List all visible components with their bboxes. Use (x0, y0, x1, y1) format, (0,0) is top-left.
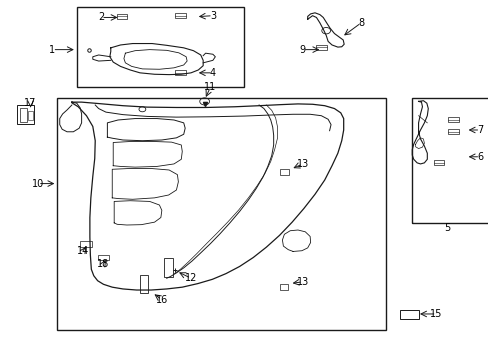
Text: 7: 7 (476, 125, 483, 135)
Bar (433, 160, 444, 165)
Bar (57, 98, 385, 330)
Text: 13: 13 (296, 159, 308, 169)
Bar (175, 70, 185, 75)
Text: 8: 8 (357, 18, 364, 28)
Bar (447, 129, 458, 134)
Text: 3: 3 (209, 11, 216, 21)
Text: 13: 13 (296, 277, 308, 287)
Bar (80, 242, 92, 247)
Text: 2: 2 (98, 13, 104, 22)
Bar (98, 255, 109, 260)
Bar (164, 257, 173, 277)
Text: 17: 17 (24, 98, 37, 108)
Text: 6: 6 (476, 152, 483, 162)
Text: 1: 1 (49, 45, 56, 55)
Bar (411, 98, 488, 223)
Text: 14: 14 (77, 247, 89, 256)
Bar (315, 45, 326, 50)
Bar (399, 310, 418, 319)
Bar (447, 117, 458, 122)
Text: 10: 10 (32, 179, 44, 189)
Text: 15: 15 (429, 309, 442, 319)
Bar (77, 7, 244, 87)
Text: 5: 5 (444, 223, 450, 233)
Text: 18: 18 (97, 259, 109, 269)
Text: 4: 4 (209, 68, 216, 78)
Bar (20, 108, 27, 122)
Bar (140, 275, 147, 293)
Bar (280, 168, 288, 175)
Text: 9: 9 (299, 45, 305, 55)
Bar (175, 13, 185, 18)
Text: 16: 16 (155, 295, 167, 305)
Bar (279, 284, 287, 291)
Bar (28, 111, 32, 120)
Bar (116, 14, 127, 19)
Text: 12: 12 (184, 273, 197, 283)
Bar (18, 105, 34, 123)
Text: 11: 11 (204, 82, 216, 92)
